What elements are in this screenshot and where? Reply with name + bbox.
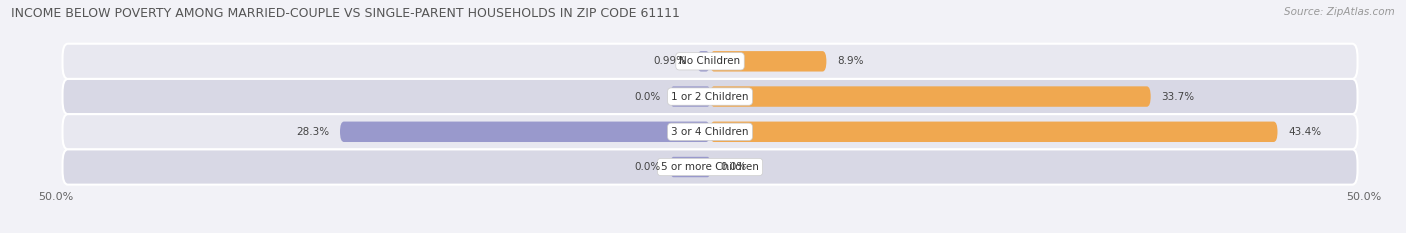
- Text: 0.0%: 0.0%: [634, 162, 661, 172]
- FancyBboxPatch shape: [671, 157, 710, 177]
- Text: 8.9%: 8.9%: [837, 56, 863, 66]
- Text: INCOME BELOW POVERTY AMONG MARRIED-COUPLE VS SINGLE-PARENT HOUSEHOLDS IN ZIP COD: INCOME BELOW POVERTY AMONG MARRIED-COUPL…: [11, 7, 681, 20]
- Text: 5 or more Children: 5 or more Children: [661, 162, 759, 172]
- FancyBboxPatch shape: [340, 122, 710, 142]
- FancyBboxPatch shape: [62, 44, 1358, 79]
- Text: No Children: No Children: [679, 56, 741, 66]
- FancyBboxPatch shape: [710, 86, 1150, 107]
- Text: 0.0%: 0.0%: [634, 92, 661, 102]
- FancyBboxPatch shape: [697, 51, 710, 72]
- Text: 3 or 4 Children: 3 or 4 Children: [671, 127, 749, 137]
- FancyBboxPatch shape: [62, 149, 1358, 185]
- Text: Source: ZipAtlas.com: Source: ZipAtlas.com: [1284, 7, 1395, 17]
- FancyBboxPatch shape: [62, 79, 1358, 114]
- FancyBboxPatch shape: [671, 86, 710, 107]
- FancyBboxPatch shape: [710, 122, 1278, 142]
- Text: 1 or 2 Children: 1 or 2 Children: [671, 92, 749, 102]
- Text: 43.4%: 43.4%: [1288, 127, 1322, 137]
- FancyBboxPatch shape: [62, 114, 1358, 149]
- Text: 28.3%: 28.3%: [297, 127, 329, 137]
- FancyBboxPatch shape: [710, 51, 827, 72]
- Text: 33.7%: 33.7%: [1161, 92, 1194, 102]
- Text: 0.99%: 0.99%: [654, 56, 686, 66]
- Text: 0.0%: 0.0%: [720, 162, 747, 172]
